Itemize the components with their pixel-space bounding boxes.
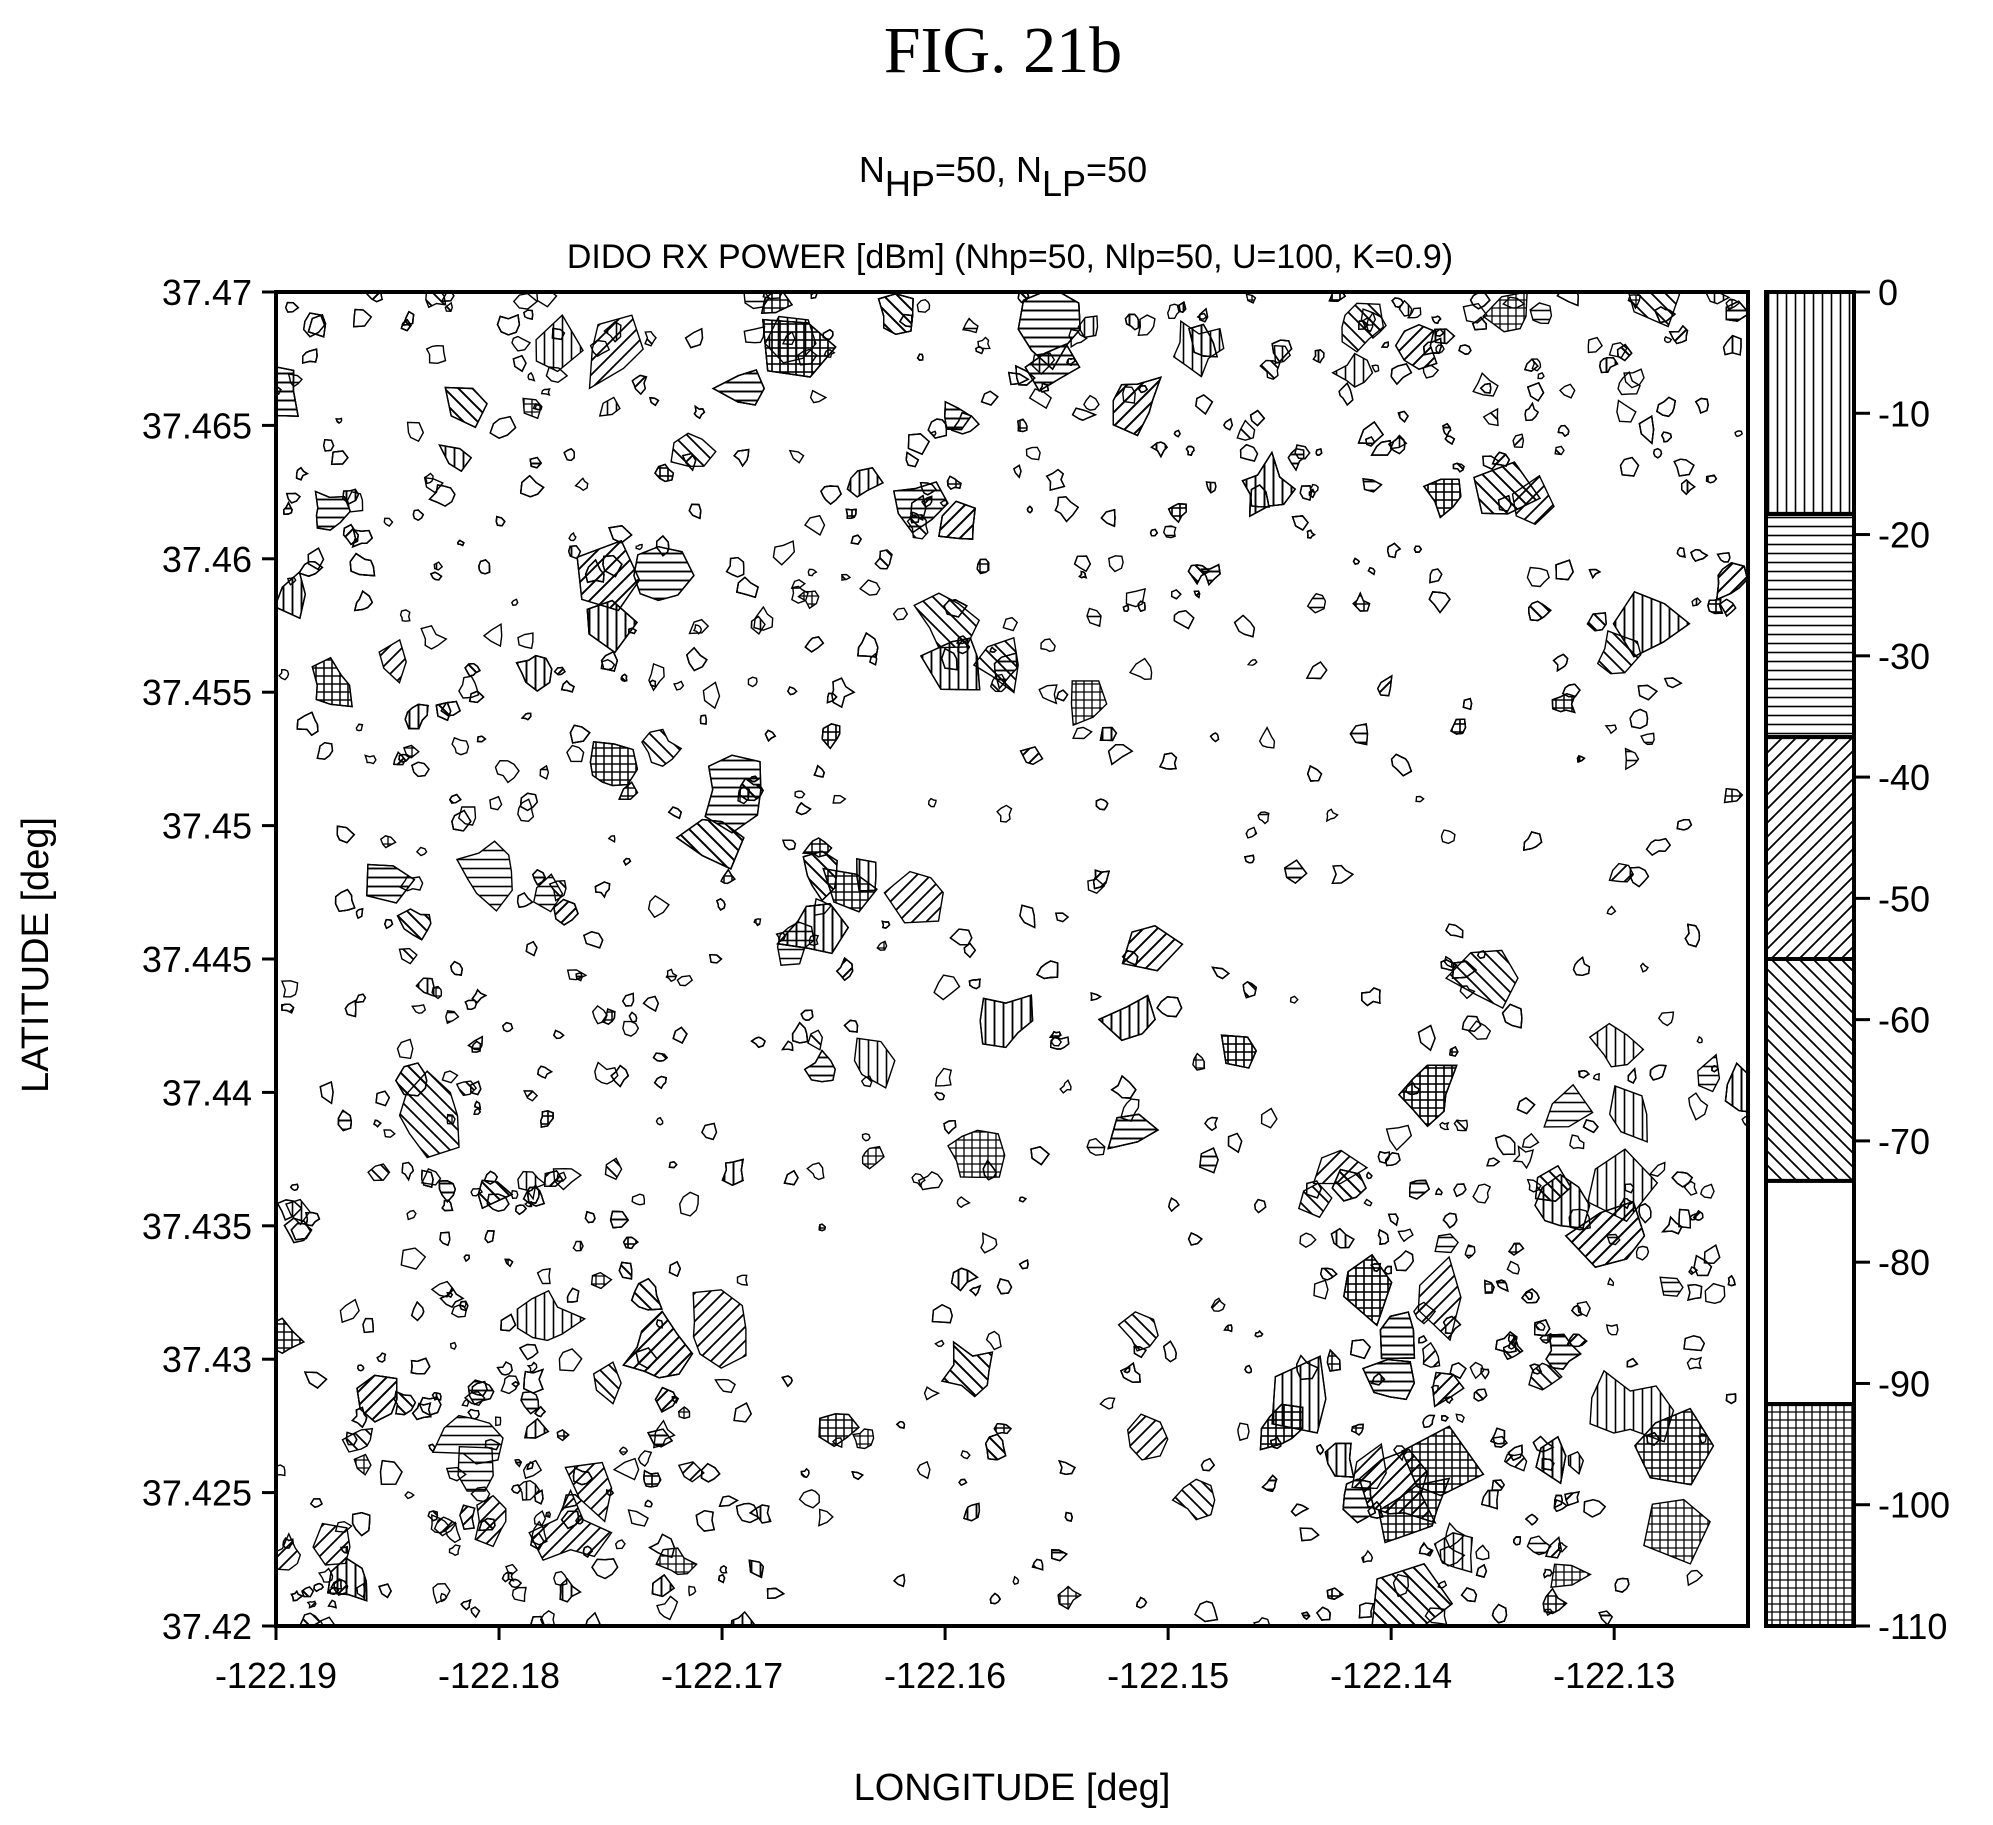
colorbar-tick-label: -60	[1878, 1000, 1930, 1041]
chart-title: DIDO RX POWER [dBm] (Nhp=50, Nlp=50, U=1…	[567, 238, 1453, 276]
contour-blob	[846, 509, 856, 518]
y-tick-label: 37.46	[162, 539, 252, 580]
y-tick-label: 37.455	[142, 672, 252, 713]
contour-blob	[308, 1601, 316, 1607]
contour-blob	[621, 674, 626, 681]
colorbar-tick-label: 0	[1878, 272, 1898, 313]
contour-blob	[1708, 600, 1722, 614]
y-tick-label: 37.465	[142, 405, 252, 446]
contour-blob	[447, 1115, 455, 1124]
contour-blob	[654, 1053, 668, 1061]
y-axis: 37.42 37.425 37.43 37.435 37.44 37.445 37.45 37…	[142, 272, 276, 1647]
subtitle-n-hp-val: =50, N	[935, 149, 1042, 190]
contour-blob	[857, 859, 876, 891]
y-tick-label: 37.425	[142, 1473, 252, 1514]
contour-blob	[879, 294, 914, 335]
contour-blob	[1555, 446, 1564, 454]
colorbar-band	[1766, 959, 1854, 1181]
contour-blob	[1492, 1480, 1504, 1490]
y-axis-label: LATITUDE [deg]	[15, 817, 57, 1093]
contour-blob	[509, 1580, 521, 1588]
contour-blob	[426, 283, 446, 307]
contour-blob	[644, 1471, 661, 1487]
colorbar-band	[1766, 1404, 1854, 1626]
colorbar-tick-label: -90	[1878, 1363, 1930, 1404]
y-tick-label: 37.42	[162, 1606, 252, 1647]
figure-label: FIG. 21b	[884, 14, 1122, 87]
subtitle-n-hp-sub: HP	[885, 163, 935, 204]
colorbar-tick-label: -70	[1878, 1121, 1930, 1162]
x-axis: -122.19 -122.18 -122.17 -122.16 -122.15 -122.…	[215, 1626, 1675, 1696]
y-tick-label: 37.43	[162, 1339, 252, 1380]
x-tick-label: -122.16	[884, 1655, 1006, 1696]
colorbar-tick-label: -100	[1878, 1485, 1950, 1526]
colorbar: 0 -10 -20 -30 -40 -50 -60 -70 -80 -90 -100 -110	[1766, 272, 1950, 1647]
subtitle: NHP=50, NLP=50	[859, 149, 1147, 204]
subtitle-n-hp-prefix: N	[859, 149, 885, 190]
y-tick-label: 37.45	[162, 806, 252, 847]
x-tick-label: -122.13	[1553, 1655, 1675, 1696]
x-tick-label: -122.19	[215, 1655, 337, 1696]
colorbar-band	[1766, 737, 1854, 959]
x-tick-label: -122.17	[661, 1655, 783, 1696]
x-axis-label: LONGITUDE [deg]	[854, 1767, 1171, 1809]
contour-blob	[546, 1512, 551, 1517]
contour-blob	[1164, 526, 1176, 538]
colorbar-tick-label: -40	[1878, 757, 1930, 798]
colorbar-tick-label: -10	[1878, 393, 1930, 434]
x-tick-label: -122.18	[438, 1655, 560, 1696]
colorbar-band	[1766, 514, 1854, 737]
colorbar-band	[1766, 1181, 1854, 1404]
colorbar-tick-label: -110	[1878, 1606, 1947, 1647]
contour-blob	[1101, 728, 1117, 741]
y-tick-label: 37.435	[142, 1206, 252, 1247]
contour-blob	[977, 559, 989, 573]
y-tick-label: 37.47	[162, 272, 252, 313]
colorbar-tick-label: -50	[1878, 878, 1930, 919]
subtitle-n-lp-sub: LP	[1042, 163, 1086, 204]
x-tick-label: -122.14	[1330, 1655, 1452, 1696]
contour-blob	[1677, 548, 1685, 557]
plot-area	[245, 264, 1763, 1636]
contour-blob	[722, 1159, 743, 1185]
colorbar-tick-label: -20	[1878, 515, 1930, 556]
colorbar-tick-label: -30	[1878, 636, 1930, 677]
colorbar-band	[1766, 292, 1854, 514]
contour-blob	[245, 366, 298, 416]
y-tick-label: 37.445	[142, 939, 252, 980]
contour-blob	[590, 742, 637, 786]
contour-blob	[336, 418, 342, 423]
y-tick-label: 37.44	[162, 1072, 252, 1113]
contour-blob	[650, 680, 656, 686]
contour-blob	[576, 973, 582, 981]
x-tick-label: -122.15	[1107, 1655, 1229, 1696]
colorbar-tick-label: -80	[1878, 1242, 1930, 1283]
subtitle-n-lp-val: =50	[1086, 149, 1147, 190]
